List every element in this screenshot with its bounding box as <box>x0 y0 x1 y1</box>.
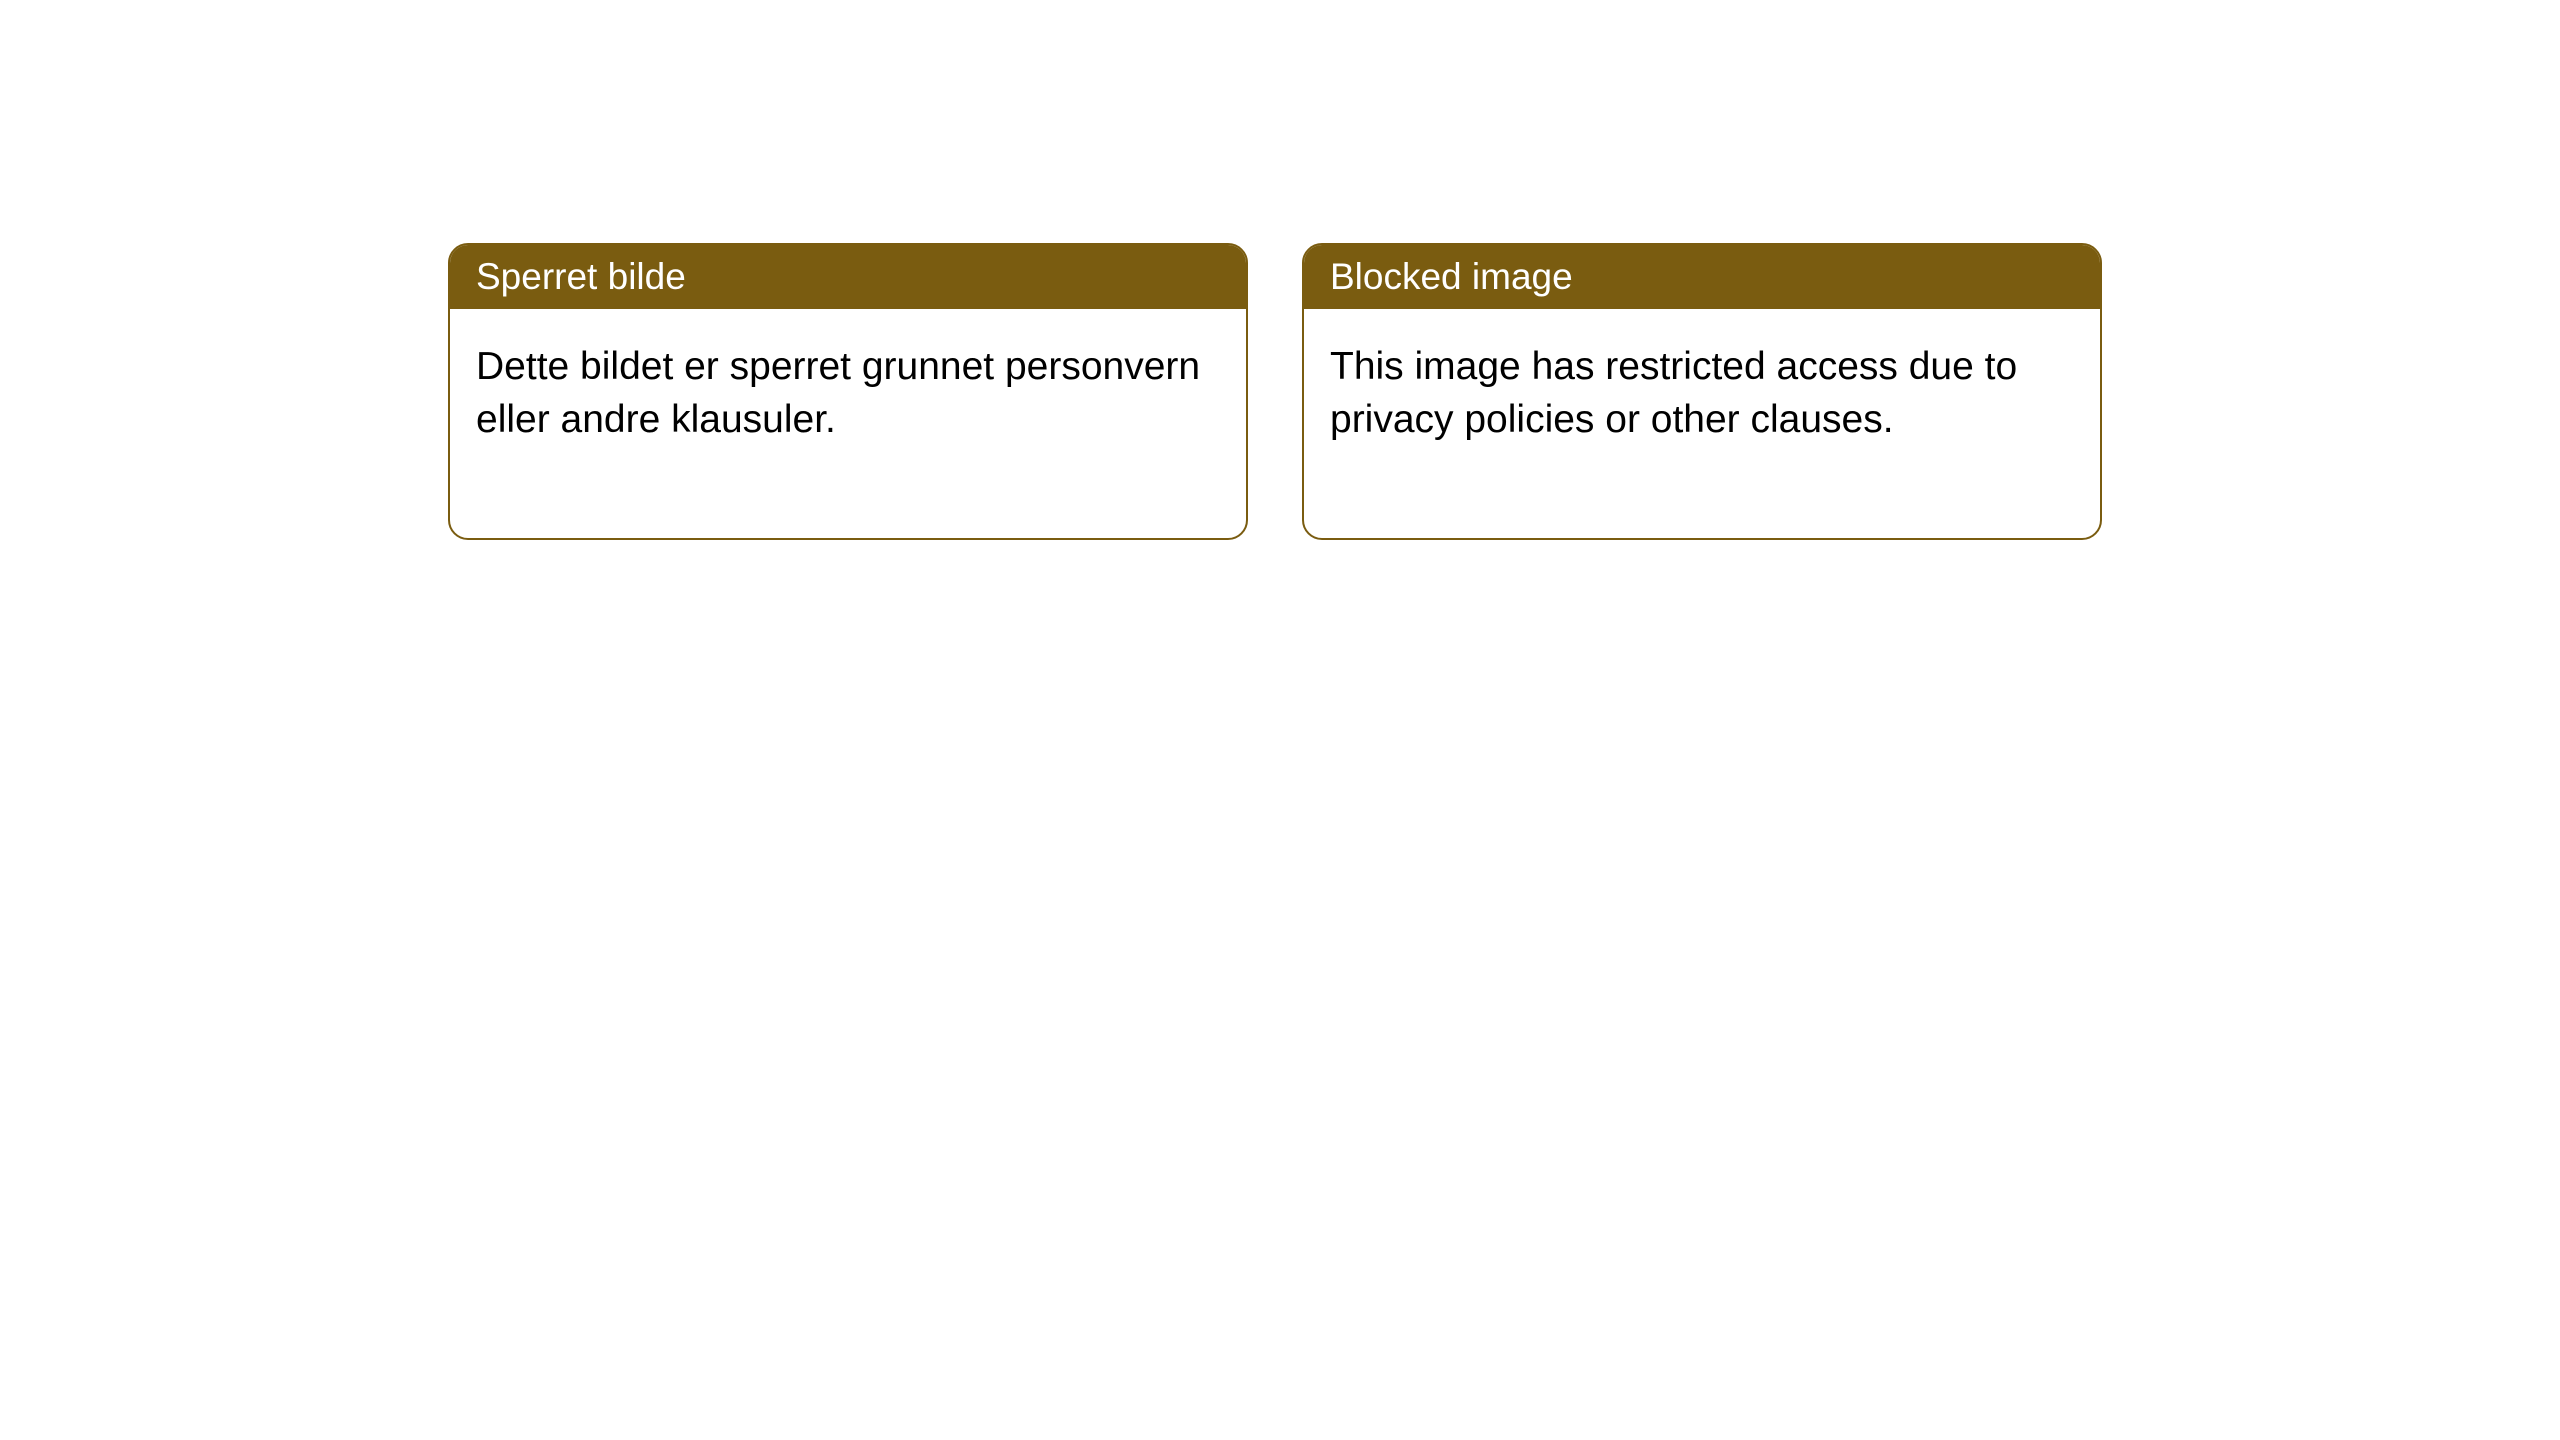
card-body: Dette bildet er sperret grunnet personve… <box>450 309 1246 538</box>
card-body: This image has restricted access due to … <box>1304 309 2100 538</box>
card-title: Blocked image <box>1304 245 2100 309</box>
card-title: Sperret bilde <box>450 245 1246 309</box>
notice-card-english: Blocked image This image has restricted … <box>1302 243 2102 540</box>
notice-card-norwegian: Sperret bilde Dette bildet er sperret gr… <box>448 243 1248 540</box>
notice-cards-container: Sperret bilde Dette bildet er sperret gr… <box>448 243 2102 540</box>
